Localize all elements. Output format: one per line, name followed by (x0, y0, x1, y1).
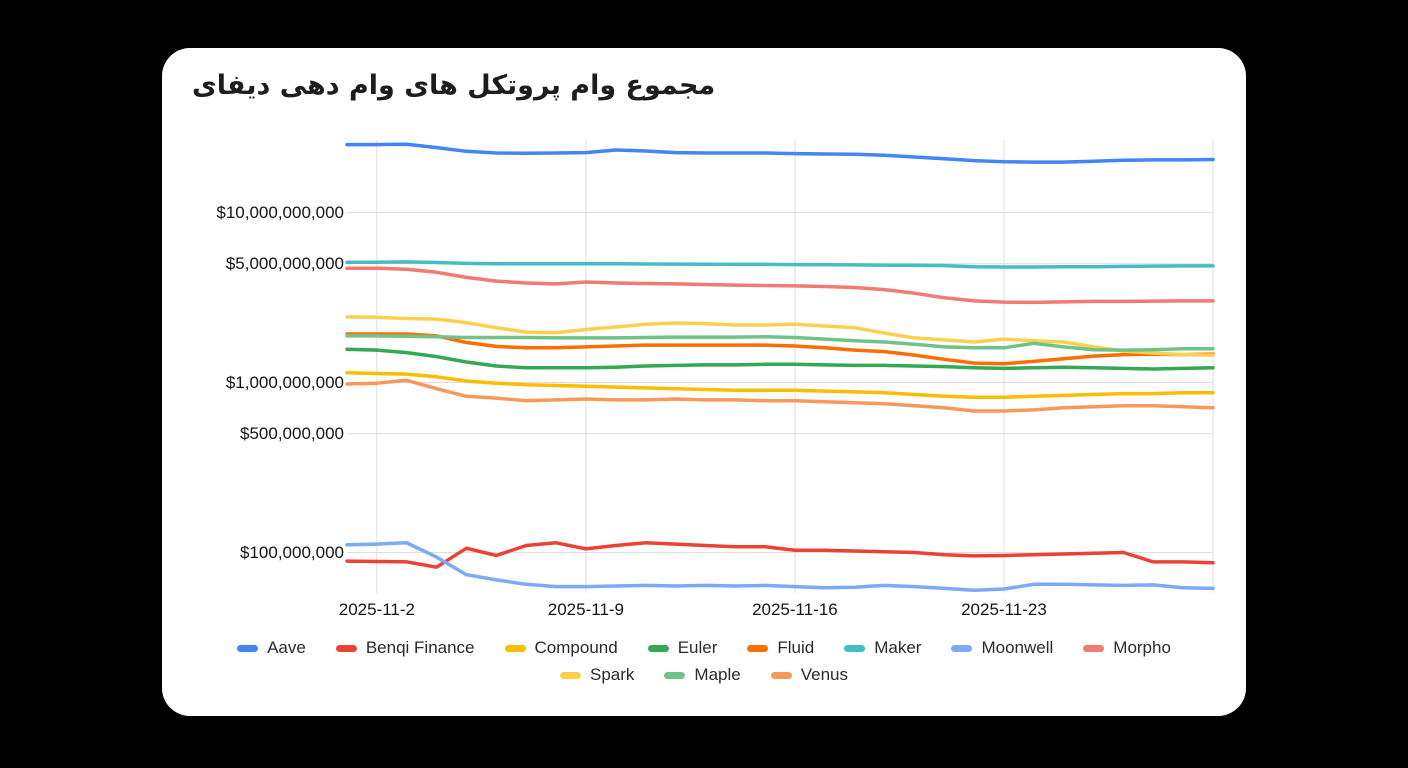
x-axis-tick-label: 2025-11-2 (338, 600, 415, 619)
y-axis-tick-label: $1,000,000,000 (225, 372, 344, 392)
x-axis-tick-label: 2025-11-16 (752, 600, 838, 619)
series-line-morpho (345, 266, 1215, 305)
legend-color-swatch (844, 644, 866, 652)
legend-item-euler[interactable]: Euler (647, 638, 718, 658)
legend-label: Aave (267, 638, 306, 657)
chart-legend: Aave Benqi Finance Compound Euler Fluid Maker… (162, 635, 1246, 688)
legend-item-maker[interactable]: Maker (844, 638, 921, 658)
legend-label: Compound (534, 638, 618, 657)
legend-color-swatch (335, 644, 357, 652)
legend-color-swatch (560, 671, 581, 679)
legend-label: Morpho (1113, 638, 1171, 657)
x-axis-tick-label: 2025-11-23 (961, 600, 1047, 619)
series-line-maple (345, 334, 1215, 352)
legend-label: Moonwell (981, 638, 1054, 657)
legend-label: Maple (694, 665, 741, 684)
y-axis-tick-label: $5,000,000,000 (225, 253, 344, 273)
legend-item-aave[interactable]: Aave (237, 638, 306, 658)
legend-color-swatch (237, 644, 259, 652)
legend-label: Fluid (777, 638, 815, 657)
chart-card: مجموع وام پروتکل های وام دهی دیفای $10,0… (162, 48, 1246, 716)
series-line-venus (345, 378, 1215, 413)
legend-row: Spark Maple Venus (560, 662, 848, 688)
legend-item-spark[interactable]: Spark (560, 665, 634, 685)
legend-row: Aave Benqi Finance Compound Euler Fluid Maker… (237, 635, 1171, 661)
y-axis-tick-label: $10,000,000,000 (216, 202, 344, 222)
y-axis-tick-label: $100,000,000 (240, 542, 344, 562)
legend-label: Spark (590, 665, 635, 684)
series-line-aave (345, 142, 1215, 164)
series-line-benqi-finance (345, 541, 1215, 569)
legend-label: Venus (800, 665, 848, 684)
legend-item-venus[interactable]: Venus (770, 665, 848, 685)
legend-item-compound[interactable]: Compound (504, 638, 618, 658)
legend-color-swatch (504, 644, 526, 652)
legend-color-swatch (770, 671, 792, 679)
legend-item-fluid[interactable]: Fluid (747, 638, 814, 658)
series-line-euler (345, 347, 1215, 371)
series-line-fluid (345, 332, 1215, 366)
chart-title: مجموع وام پروتکل های وام دهی دیفای (192, 70, 716, 101)
y-axis-tick-label: $500,000,000 (240, 423, 344, 443)
legend-color-swatch (647, 644, 669, 652)
legend-label: Maker (874, 638, 922, 657)
series-line-maker (345, 260, 1215, 269)
legend-label: Euler (677, 638, 718, 657)
legend-color-swatch (1083, 644, 1105, 652)
series-line-spark (345, 315, 1215, 357)
legend-item-benqi-finance[interactable]: Benqi Finance (335, 638, 475, 658)
line-chart-plot-area (345, 140, 1215, 593)
legend-label: Benqi Finance (365, 638, 475, 657)
legend-item-morpho[interactable]: Morpho (1083, 638, 1171, 658)
legend-item-moonwell[interactable]: Moonwell (951, 638, 1053, 658)
legend-color-swatch (951, 644, 973, 652)
series-line-compound (345, 371, 1215, 399)
legend-item-maple[interactable]: Maple (664, 665, 741, 685)
series-line-moonwell (345, 541, 1215, 592)
x-axis-tick-label: 2025-11-9 (547, 600, 625, 619)
legend-color-swatch (664, 671, 686, 679)
legend-color-swatch (747, 644, 769, 652)
